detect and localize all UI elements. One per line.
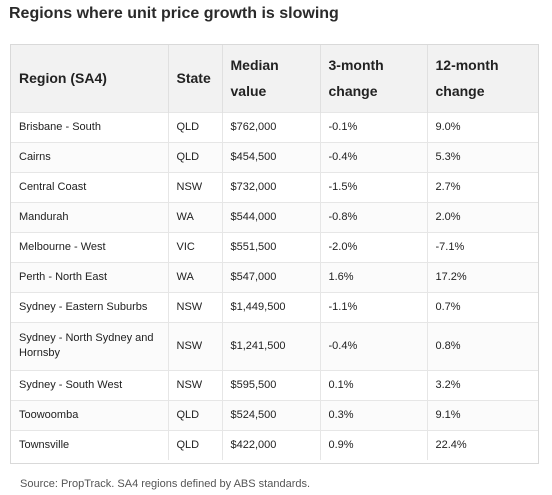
cell-region: Brisbane - South [11,111,169,142]
cell-3-month-change: 0.3% [320,399,428,430]
source-note: Source: PropTrack. SA4 regions defined b… [20,478,311,490]
table-row: Central Coast NSW $732,000 -1.5% 2.7% [11,171,538,202]
cell-region: Melbourne - West [11,231,169,262]
cell-3-month-change: -0.1% [320,111,428,142]
cell-12-month-change: 2.7% [427,171,538,202]
cell-state: NSW [168,321,223,370]
cell-region: Cairns [11,141,169,172]
cell-median-value: $595,500 [222,369,321,400]
cell-3-month-change: 1.6% [320,261,428,292]
cell-3-month-change: -2.0% [320,231,428,262]
cell-12-month-change: -7.1% [427,231,538,262]
cell-region: Toowoomba [11,399,169,430]
data-table-container: Region (SA4) State Median value 3-month … [10,44,539,464]
table-body: Brisbane - South QLD $762,000 -0.1% 9.0%… [11,111,538,460]
page-title: Regions where unit price growth is slowi… [9,5,339,22]
header-12-month-change: 12-month change [435,57,499,100]
cell-3-month-change: -1.1% [320,291,428,322]
cell-region: Perth - North East [11,261,169,292]
table-row: Sydney - North Sydney and Hornsby NSW $1… [11,321,538,370]
table-row: Toowoomba QLD $524,500 0.3% 9.1% [11,399,538,430]
cell-region: Sydney - South West [11,369,169,400]
cell-region: Townsville [11,429,169,460]
cell-12-month-change: 3.2% [427,369,538,400]
cell-3-month-change: -0.4% [320,141,428,172]
cell-12-month-change: 22.4% [427,429,538,460]
cell-region: Central Coast [11,171,169,202]
cell-12-month-change: 17.2% [427,261,538,292]
cell-12-month-change: 9.0% [427,111,538,142]
cell-median-value: $547,000 [222,261,321,292]
cell-median-value: $544,000 [222,201,321,232]
cell-median-value: $762,000 [222,111,321,142]
cell-state: NSW [168,291,223,322]
cell-12-month-change: 9.1% [427,399,538,430]
header-3-month-change: 3-month change [320,45,428,112]
cell-region: Mandurah [11,201,169,232]
cell-median-value: $1,241,500 [222,321,321,370]
cell-state: NSW [168,369,223,400]
cell-3-month-change: -0.4% [320,321,428,370]
table-row: Townsville QLD $422,000 0.9% 22.4% [11,429,538,460]
cell-state: WA [168,201,223,232]
header-median-value: Median value [222,45,321,112]
cell-3-month-change: 0.1% [320,369,428,400]
cell-median-value: $551,500 [222,231,321,262]
cell-state: NSW [168,171,223,202]
cell-state: VIC [168,231,223,262]
cell-region: Sydney - North Sydney and Hornsby [11,321,169,370]
cell-median-value: $422,000 [222,429,321,460]
cell-median-value: $454,500 [222,141,321,172]
cell-median-value: $1,449,500 [222,291,321,322]
table-row: Sydney - South West NSW $595,500 0.1% 3.… [11,369,538,400]
header-state: State [168,45,223,112]
cell-region: Sydney - Eastern Suburbs [11,291,169,322]
table-row: Brisbane - South QLD $762,000 -0.1% 9.0% [11,111,538,142]
table-row: Cairns QLD $454,500 -0.4% 5.3% [11,141,538,172]
cell-12-month-change: 2.0% [427,201,538,232]
table-row: Mandurah WA $544,000 -0.8% 2.0% [11,201,538,232]
table-header-row: Region (SA4) State Median value 3-month … [11,45,538,112]
cell-12-month-change: 0.7% [427,291,538,322]
table-row: Sydney - Eastern Suburbs NSW $1,449,500 … [11,291,538,322]
table-row: Melbourne - West VIC $551,500 -2.0% -7.1… [11,231,538,262]
cell-state: QLD [168,141,223,172]
cell-3-month-change: 0.9% [320,429,428,460]
cell-state: QLD [168,399,223,430]
cell-12-month-change: 0.8% [427,321,538,370]
cell-state: WA [168,261,223,292]
cell-3-month-change: -0.8% [320,201,428,232]
cell-state: QLD [168,429,223,460]
header-region: Region (SA4) [11,45,169,112]
cell-3-month-change: -1.5% [320,171,428,202]
cell-median-value: $732,000 [222,171,321,202]
cell-state: QLD [168,111,223,142]
cell-12-month-change: 5.3% [427,141,538,172]
table-row: Perth - North East WA $547,000 1.6% 17.2… [11,261,538,292]
cell-median-value: $524,500 [222,399,321,430]
price-growth-table: Region (SA4) State Median value 3-month … [11,45,538,460]
